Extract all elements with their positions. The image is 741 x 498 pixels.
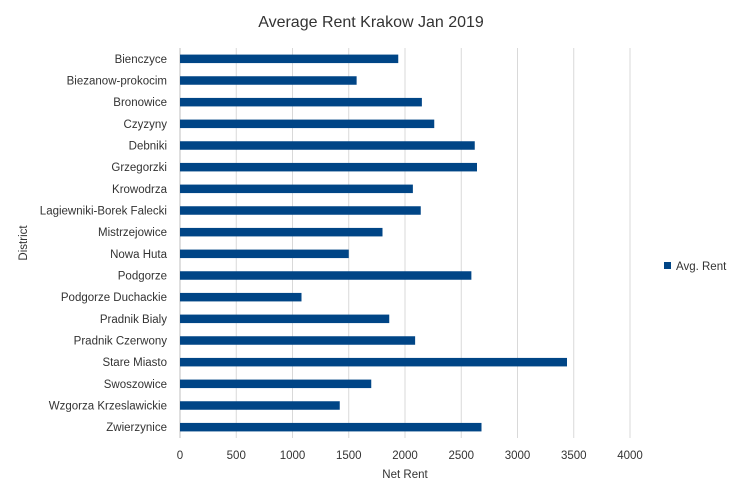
category-label: Debniki (129, 141, 167, 153)
category-label: Bronowice (113, 97, 167, 109)
bar (180, 336, 416, 345)
x-axis-title: Net Rent (382, 469, 428, 481)
x-tick-label: 1000 (280, 450, 306, 462)
gridlines (179, 48, 631, 438)
bars (180, 54, 567, 432)
x-tick-label: 3500 (561, 450, 587, 462)
category-label: Podgorze (118, 271, 167, 283)
category-label: Stare Miasto (102, 357, 167, 369)
category-label: Zwierzynice (106, 422, 167, 434)
legend-label: Avg. Rent (676, 261, 727, 273)
chart-title: Average Rent Krakow Jan 2019 (258, 14, 484, 31)
legend-swatch (664, 262, 671, 269)
category-labels: Bienczyce Biezanow-prokocim Bronowice Czyzy… (40, 54, 168, 434)
category-label: Czyzyny (124, 119, 168, 131)
x-tick-label: 3000 (505, 450, 531, 462)
bar (180, 271, 472, 280)
category-label: Pradnik Czerwony (74, 336, 168, 348)
category-label: Nowa Huta (110, 249, 167, 261)
bar (180, 141, 475, 150)
bar (180, 206, 421, 215)
category-label: Mistrzejowice (98, 227, 167, 239)
bar (180, 119, 435, 129)
bar (180, 379, 372, 389)
x-tick-label: 2000 (392, 450, 418, 462)
category-label: Lagiewniki-Borek Falecki (40, 206, 167, 218)
bar (180, 227, 383, 237)
legend: Avg. Rent (664, 261, 727, 273)
category-label: Swoszowice (104, 379, 167, 391)
category-label: Pradnik Bialy (100, 314, 167, 326)
category-label: Wzgorza Krzeslawickie (49, 401, 167, 413)
category-label: Biezanow-prokocim (67, 76, 167, 88)
x-tick-label: 2500 (448, 450, 474, 462)
bar (180, 162, 477, 172)
x-tick-label: 500 (227, 450, 246, 462)
x-tick-label: 4000 (617, 450, 643, 462)
category-label: Bienczyce (115, 54, 167, 66)
bar (180, 54, 399, 64)
bar (180, 249, 349, 259)
bar (180, 314, 390, 324)
bar (180, 357, 567, 367)
bar (180, 97, 422, 107)
y-axis-title: District (18, 225, 30, 261)
x-tick-labels: 0 500 1000 1500 2000 2500 3000 3500 4000 (177, 450, 643, 462)
bar (180, 401, 340, 410)
bar (180, 184, 413, 194)
x-tick-label: 0 (177, 450, 183, 462)
category-label: Krowodrza (112, 184, 168, 196)
bar (180, 76, 357, 85)
category-label: Grzegorzki (111, 162, 167, 174)
x-tick-label: 1500 (336, 450, 362, 462)
bar (180, 422, 482, 432)
bar (180, 292, 302, 302)
category-label: Podgorze Duchackie (61, 292, 167, 304)
